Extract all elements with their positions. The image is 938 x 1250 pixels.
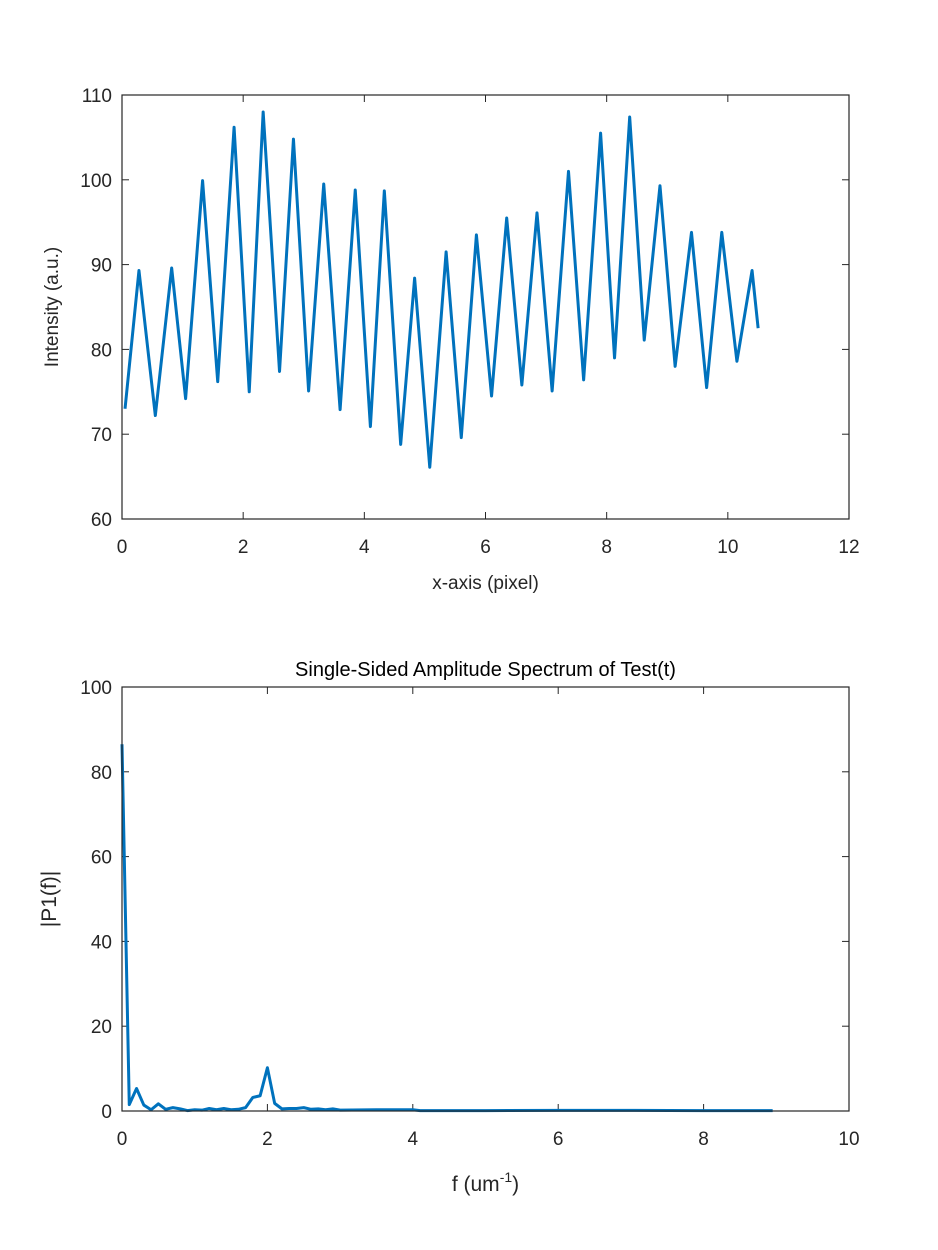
x-tick-label: 6	[480, 537, 491, 558]
x-axis-label: f (um-1)	[452, 1169, 519, 1196]
x-tick-label: 0	[117, 537, 128, 558]
x-axis-label: x-axis (pixel)	[432, 573, 539, 594]
chart-title: Single-Sided Amplitude Spectrum of Test(…	[295, 659, 676, 681]
x-axis-label-superscript: -1	[500, 1169, 513, 1185]
x-tick-label: 4	[408, 1129, 419, 1150]
y-tick-label: 0	[101, 1102, 112, 1123]
x-tick-label: 8	[601, 537, 612, 558]
x-axis-label-part: )	[512, 1173, 519, 1196]
y-tick-label: 40	[91, 932, 112, 953]
y-tick-label: 100	[80, 171, 112, 192]
x-tick-label: 10	[838, 1129, 859, 1150]
y-tick-label: 60	[91, 510, 112, 531]
y-axis-label: Intensity (a.u.)	[42, 247, 63, 367]
x-axis-label-part: f (um	[452, 1173, 500, 1196]
y-tick-label: 110	[82, 86, 112, 107]
data-line	[120, 744, 773, 1113]
axes-box	[121, 686, 850, 1112]
x-tick-label: 2	[262, 1129, 273, 1150]
x-tick-label: 12	[838, 537, 859, 558]
y-tick-label: 70	[91, 425, 112, 446]
y-tick-label: 80	[91, 340, 112, 361]
data-line	[123, 110, 760, 469]
x-tick-label: 2	[238, 537, 249, 558]
x-tick-label: 8	[698, 1129, 709, 1150]
x-tick-label: 6	[553, 1129, 564, 1150]
x-tick-label: 4	[359, 537, 370, 558]
x-tick-label: 0	[117, 1129, 128, 1150]
y-tick-label: 60	[91, 848, 112, 869]
y-tick-label: 90	[91, 256, 112, 277]
y-tick-label: 100	[80, 678, 112, 699]
y-axis-label: |P1(f)|	[38, 871, 61, 927]
axes-background	[122, 687, 849, 1111]
x-tick-label: 10	[717, 537, 738, 558]
y-tick-label: 80	[91, 763, 112, 784]
axes-box	[121, 94, 850, 520]
y-tick-label: 20	[91, 1017, 112, 1038]
